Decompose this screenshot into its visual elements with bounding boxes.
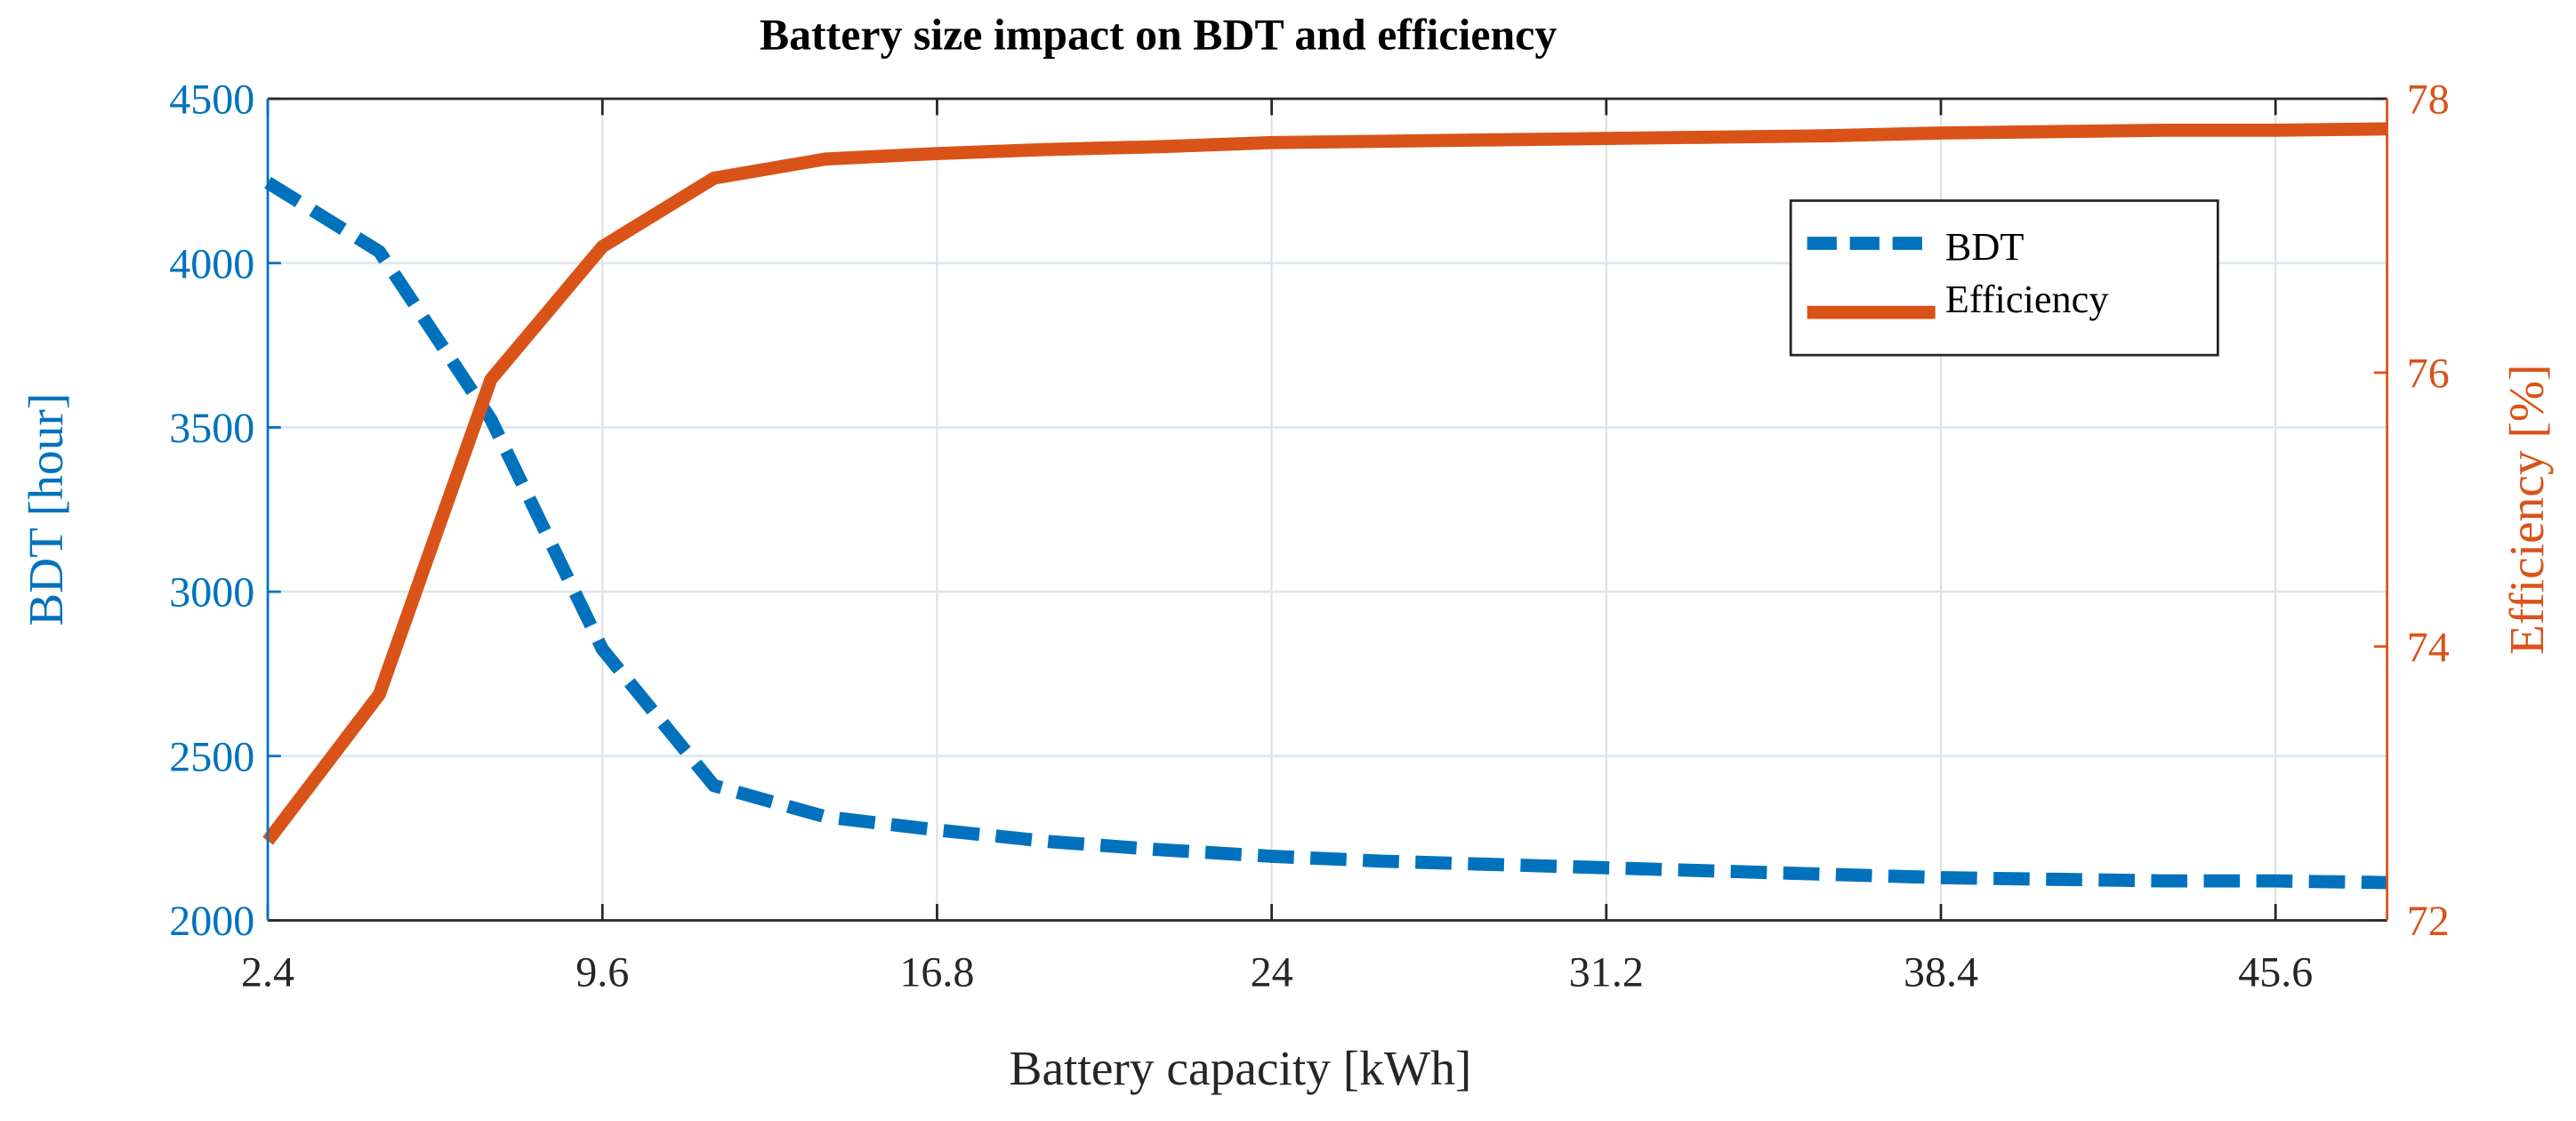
legend-box (1789, 199, 2219, 357)
x-tick-label: 45.6 (2238, 948, 2313, 996)
x-tick-label: 16.8 (899, 948, 974, 996)
axes: 2.4 9.6 16.8 24 31.2 38.4 45.6 2000 2500 3000 3500… (169, 77, 2450, 996)
series-lines (262, 122, 2387, 890)
x-tick-label: 24 (1251, 948, 1293, 996)
series-line-efficiency (262, 122, 2387, 845)
y-axis-left-label: BDT [hour] (19, 393, 73, 626)
y-right-tick-label: 76 (2407, 350, 2450, 397)
x-tick-label: 38.4 (1904, 948, 1978, 996)
legend-bdt-label: BDT (1945, 225, 2025, 269)
x-tick-label: 2.4 (241, 948, 294, 996)
y-left-tick-label: 2000 (169, 898, 254, 945)
y-left-tick-label: 3500 (169, 405, 254, 452)
x-tick-label: 31.2 (1569, 948, 1644, 996)
x-axis-label: Battery capacity [kWh] (1010, 1041, 1472, 1095)
y-left-tick-label: 4500 (169, 77, 254, 124)
x-tick-label: 9.6 (576, 948, 629, 996)
legend-efficiency-label: Efficiency (1945, 278, 2109, 321)
series-line-bdt (264, 176, 2387, 890)
y-right-tick-label: 72 (2407, 898, 2450, 945)
y-axis-right-label: Efficiency [%] (2500, 364, 2554, 655)
y-right-tick-label: 78 (2407, 77, 2450, 124)
legend[interactable]: BDT Efficiency (1789, 199, 2219, 357)
y-right-tick-label: 74 (2407, 624, 2450, 671)
y-left-tick-label: 2500 (169, 733, 254, 780)
chart-title: Battery size impact on BDT and efficienc… (760, 11, 1557, 60)
y-left-tick-label: 4000 (169, 240, 254, 287)
y-left-tick-label: 3000 (169, 569, 254, 617)
